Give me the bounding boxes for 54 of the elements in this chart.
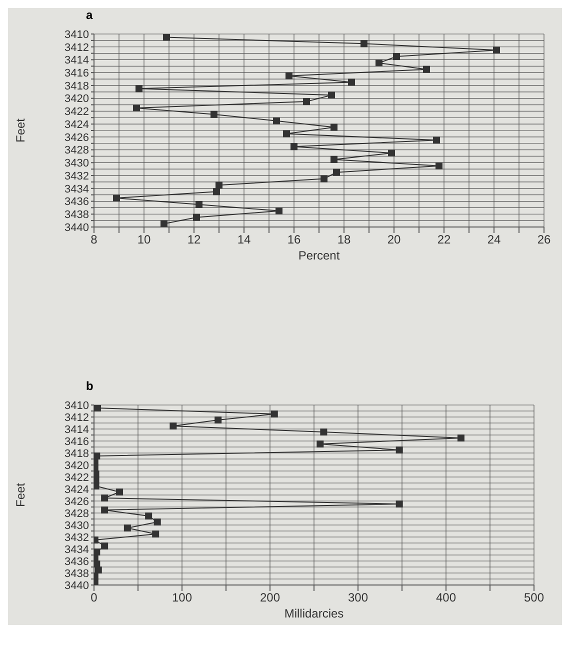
y-tick-label: 3410 xyxy=(64,28,89,41)
y-tick-label: 3414 xyxy=(64,424,89,436)
x-tick-label: 20 xyxy=(387,232,401,247)
y-tick-label: 3418 xyxy=(64,80,89,92)
x-tick-label: 18 xyxy=(337,232,351,247)
x-tick-label: 14 xyxy=(237,232,251,247)
y-tick-label: 3430 xyxy=(64,158,89,170)
x-tick-label: 22 xyxy=(437,232,451,247)
x-tick-label: 24 xyxy=(487,232,501,247)
y-tick-label: 3412 xyxy=(64,412,89,424)
y-tick-label: 3434 xyxy=(64,544,89,556)
y-tick-label: 3438 xyxy=(64,568,89,580)
y-tick-label: 3434 xyxy=(64,183,89,196)
y-tick-label: 3424 xyxy=(64,484,89,496)
y-tick-label: 3414 xyxy=(64,54,89,67)
chart-title: a xyxy=(86,8,94,22)
y-tick-label: 3416 xyxy=(64,68,89,80)
y-axis-title: Feet xyxy=(13,118,28,143)
x-tick-label: 200 xyxy=(260,590,280,605)
x-tick-label: 26 xyxy=(537,232,551,247)
x-tick-label: 400 xyxy=(436,590,456,605)
y-tick-label: 3422 xyxy=(64,472,89,484)
x-tick-label: 12 xyxy=(187,232,201,247)
x-axis-title: Millidarcies xyxy=(284,606,344,621)
x-tick-label: 300 xyxy=(348,590,368,605)
y-tick-label: 3430 xyxy=(64,520,89,532)
y-tick-label: 3440 xyxy=(64,222,89,234)
y-tick-label: 3418 xyxy=(64,448,89,460)
y-tick-label: 3440 xyxy=(64,580,89,592)
chart-title: b xyxy=(86,379,94,393)
y-tick-label: 3422 xyxy=(64,106,89,118)
x-tick-label: 0 xyxy=(90,590,98,605)
x-tick-label: 500 xyxy=(524,590,544,605)
y-tick-label: 3432 xyxy=(64,532,89,544)
y-tick-label: 3424 xyxy=(64,118,89,131)
y-tick-label: 3428 xyxy=(64,144,89,157)
y-tick-label: 3416 xyxy=(64,436,89,448)
y-tick-label: 3420 xyxy=(64,93,89,106)
y-tick-label: 3428 xyxy=(64,508,89,520)
y-tick-label: 3426 xyxy=(64,132,89,144)
y-tick-label: 3432 xyxy=(64,170,89,182)
x-tick-label: 8 xyxy=(90,232,98,247)
x-axis-title: Percent xyxy=(298,248,340,263)
x-tick-label: 16 xyxy=(287,232,301,247)
y-tick-label: 3420 xyxy=(64,460,89,472)
y-tick-label: 3436 xyxy=(64,196,89,208)
y-tick-label: 3410 xyxy=(64,400,89,412)
y-tick-label: 3426 xyxy=(64,496,89,508)
y-tick-label: 3412 xyxy=(64,42,89,54)
x-tick-label: 10 xyxy=(137,232,151,247)
y-tick-label: 3436 xyxy=(64,556,89,568)
y-tick-label: 3438 xyxy=(64,209,89,222)
y-axis-title: Feet xyxy=(13,482,28,508)
x-tick-label: 100 xyxy=(172,590,192,605)
